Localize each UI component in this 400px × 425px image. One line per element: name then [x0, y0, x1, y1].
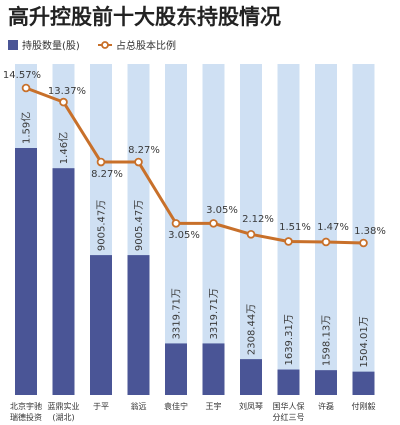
chart-title: 高升控股前十大股东持股情况	[8, 5, 281, 29]
legend-bar-label: 持股数量(股)	[22, 39, 80, 52]
ratio-value-label: 1.47%	[317, 222, 349, 233]
category-label: 袁佳宁	[164, 401, 188, 411]
bar-value-label: 9005.47万	[97, 200, 108, 251]
bar-background	[315, 64, 337, 395]
ratio-value-label: 1.38%	[354, 226, 386, 237]
ratio-line-group	[21, 83, 368, 248]
bar-shares	[127, 255, 150, 395]
category-label: (湖北)	[52, 413, 74, 422]
bar-value-label: 1504.01万	[359, 316, 370, 367]
bar-shares	[165, 343, 187, 395]
ratio-point	[59, 97, 68, 107]
ratio-point	[284, 237, 293, 246]
bar-value-label: 9005.47万	[134, 200, 145, 251]
ratio-value-label: 8.27%	[128, 145, 160, 156]
bar-background-group	[15, 64, 375, 395]
ratio-point	[209, 219, 218, 228]
category-label: 刘凤琴	[239, 401, 263, 411]
ratio-line	[25, 86, 364, 245]
bar-background	[165, 64, 187, 395]
category-label: 国华人保	[273, 401, 305, 411]
ratio-point	[359, 238, 368, 248]
bar-shares	[52, 168, 75, 395]
ratio-value-label: 1.51%	[279, 222, 311, 233]
bar-value-label: 3319.71万	[172, 288, 183, 339]
bar-background	[277, 64, 300, 395]
ratio-value-label: 14.57%	[3, 70, 41, 81]
bar-shares	[352, 371, 375, 395]
bar-background	[202, 64, 225, 395]
bar-background	[240, 64, 262, 395]
category-label: 王宇	[206, 401, 222, 411]
ratio-value-label: 3.05%	[206, 205, 238, 216]
ratio-point	[134, 157, 143, 167]
bar-value-label: 1598.13万	[322, 315, 333, 366]
category-label: 于平	[93, 402, 109, 411]
category-label: 分红三号	[273, 412, 305, 422]
bar-value-label: 2308.44万	[247, 304, 258, 355]
bar-shares	[315, 370, 337, 395]
ratio-value-label: 3.05%	[168, 230, 200, 241]
bar-group	[15, 148, 375, 395]
bar-shares	[202, 343, 225, 395]
legend-bar-swatch	[8, 40, 18, 50]
category-label: 北京宇驰	[10, 401, 42, 411]
category-label: 翁远	[131, 401, 147, 411]
bar-value-label: 3319.71万	[209, 288, 220, 339]
ratio-point	[321, 237, 331, 247]
ratio-point	[246, 230, 256, 239]
category-label: 付刚毅	[352, 401, 376, 411]
ratio-label-group: 14.57% 13.37% 8.27% 8.27% 3.05% 3.05% 2.12% 1.5…	[3, 70, 386, 241]
bar-shares	[277, 369, 300, 395]
legend: 持股数量(股) 占总股本比例	[8, 39, 176, 52]
bar-shares	[240, 359, 262, 395]
ratio-value-label: 8.27%	[91, 169, 123, 180]
category-label: 许磊	[318, 401, 334, 411]
legend-line-marker	[101, 41, 109, 49]
ratio-point	[21, 83, 31, 93]
bar-value-label: 1.46亿	[57, 132, 70, 164]
bar-value-label: 1639.31万	[284, 314, 295, 365]
category-label: 瑞德投资	[10, 412, 42, 422]
bar-background	[352, 64, 375, 395]
bar-shares	[15, 148, 37, 395]
bar-value-label: 1.59亿	[20, 112, 33, 144]
ratio-point	[171, 219, 181, 228]
ratio-value-label: 13.37%	[48, 86, 86, 97]
legend-line-label: 占总股本比例	[116, 39, 176, 52]
bar-shares	[90, 255, 112, 395]
ratio-value-label: 2.12%	[242, 214, 274, 225]
bar-label-group: 1.59亿 1.46亿 9005.47万 9005.47万 3319.71万 3319.7…	[20, 112, 371, 368]
ratio-point	[96, 157, 106, 167]
category-label: 蓝鼎实业	[48, 401, 80, 411]
